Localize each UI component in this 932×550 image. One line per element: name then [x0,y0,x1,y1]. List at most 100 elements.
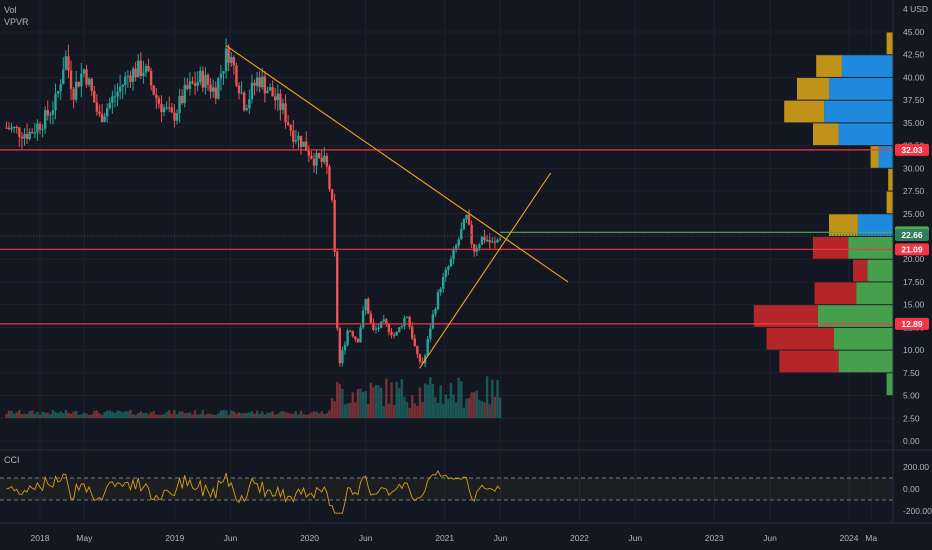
volume-bar [211,414,215,418]
vp-down-bar [853,259,868,282]
volume-bar [480,401,484,418]
candle-body [139,60,143,76]
level-badge [895,243,929,256]
candle-body [72,88,75,100]
candle-body [274,96,277,101]
candle-body [470,224,473,245]
volume-bar [224,410,228,418]
volume-bar [493,396,497,418]
volume-bar [320,411,323,418]
candle-body [137,60,140,78]
candle-body [400,326,404,328]
volume-bar [147,414,150,418]
candle-body [330,189,334,200]
volume-bar [416,405,419,418]
vp-down-bar [816,55,842,77]
volume-bar [46,412,49,418]
horizontal-levels[interactable] [0,149,893,325]
candle-body [377,327,380,329]
volume-bar [206,413,210,418]
volume-bar [330,397,334,418]
candle-body [457,239,460,246]
volume-bar [496,380,499,418]
volume-bar [85,413,88,418]
volume-bar [379,387,383,418]
candle-body [361,310,365,328]
price-tick-label: 25.00 [903,209,925,219]
level-badge [895,317,929,330]
volume-bar [98,413,101,418]
volume-profile [753,32,893,396]
volume-bar [95,410,99,418]
volume-bar [209,413,212,418]
candle-body [28,131,31,140]
volume-bar [108,410,111,418]
candle-body [426,339,429,356]
volume-bar [25,413,29,418]
candle-body [222,71,225,74]
vp-down-bar [888,168,893,191]
volume-bar [286,412,290,418]
volume-bar [62,413,65,418]
candle-body [5,127,8,129]
volume-bar [341,388,344,418]
candle-body [106,108,109,117]
volume-bar [400,379,404,418]
volume-bar [333,401,336,418]
volume-bar [12,413,16,418]
vpvr-indicator-label[interactable]: VPVR [4,17,29,27]
volume-bar [457,377,460,418]
volume-bar [168,410,171,418]
vp-down-bar [766,327,834,350]
volume-bar [361,391,365,418]
volume-bar [359,388,362,418]
cci-indicator-label[interactable]: CCI [4,455,20,465]
volume-bar [142,413,145,418]
candle-body [317,152,321,158]
vp-up-bar [856,282,893,305]
volume-bar [403,396,406,418]
candle-body [367,299,370,314]
candle-body [36,123,39,133]
vp-down-bar [813,237,849,259]
volume-bar [43,412,47,418]
level-badge-text: 21.09 [901,244,923,254]
candle-body [175,113,179,121]
candle-body [108,102,111,109]
candle-body [439,288,442,293]
volume-bar [15,412,18,418]
candle-body [46,110,49,116]
candle-body [211,87,215,92]
candle-body [465,214,468,220]
candle-body [155,94,158,99]
candle-body [38,123,42,130]
candle-body [336,251,339,329]
candle-body [242,92,246,111]
candle-body [245,108,248,111]
volume-bar [10,411,13,418]
candles [5,38,502,368]
time-tick-label: 2023 [705,533,724,543]
price-tick-label: 42.50 [903,50,925,60]
volume-bar [7,410,11,418]
volume-bar [54,411,57,418]
volume-bar [152,411,155,418]
candle-body [98,111,101,114]
vol-indicator-label[interactable]: Vol [4,5,17,15]
volume-bar [467,397,471,418]
candle-body [201,70,205,88]
volume-bar [111,411,114,418]
candle-body [480,236,484,245]
volume-bar [302,414,305,418]
volume-bar [100,414,104,418]
candle-body [286,122,290,126]
volume-bar [237,412,241,418]
candle-body [418,354,422,362]
candle-body [227,48,230,63]
candle-body [250,82,254,100]
time-tick-label: 2018 [31,533,50,543]
candle-body [279,93,282,110]
time-tick-label: Jun [628,533,642,543]
trendlines[interactable] [225,45,569,369]
